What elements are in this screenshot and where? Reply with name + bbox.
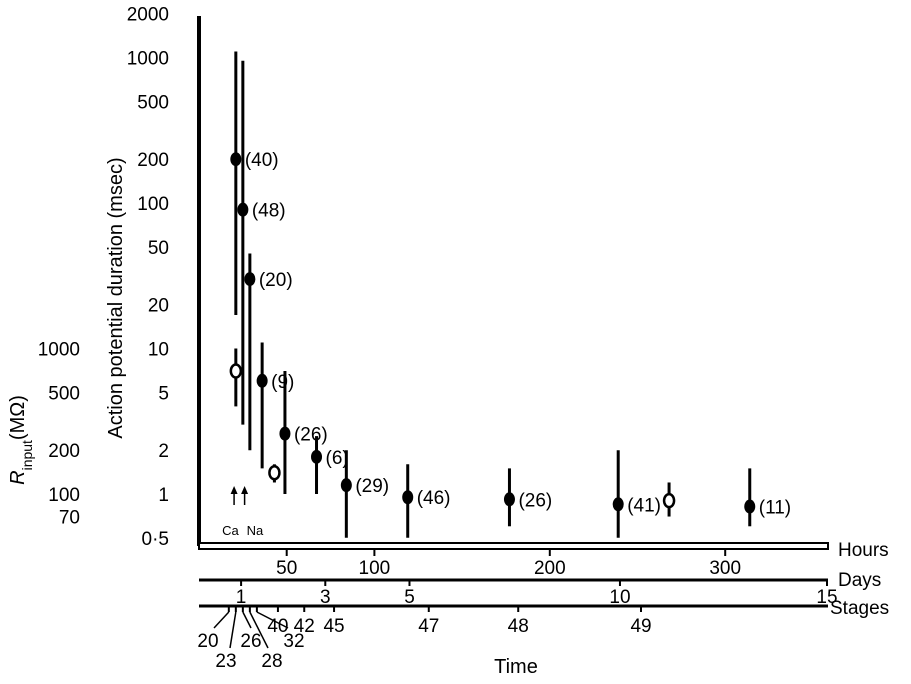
hours-scale-label: Hours — [838, 540, 889, 561]
sample-size-label: (26) — [518, 490, 552, 511]
data-point-filled — [503, 492, 515, 507]
days-tick-label: 3 — [320, 587, 331, 608]
y2-axis-title: Rinput(MΩ) — [7, 395, 35, 485]
annotation-arrow-head — [241, 486, 249, 494]
stage-tick-label: 45 — [323, 616, 344, 637]
annotation-label: Ca — [222, 523, 239, 538]
stage-tick-label: 47 — [418, 616, 439, 637]
stage-tick-label: 40 — [267, 616, 288, 637]
data-point-open — [662, 492, 676, 509]
data-point-filled — [744, 499, 756, 514]
sample-size-label: (41) — [627, 495, 661, 516]
stages-scale-label: Stages — [830, 598, 889, 619]
y-tick-label: 10 — [148, 340, 169, 361]
sample-size-label: (48) — [252, 201, 286, 222]
sample-size-label: (46) — [417, 488, 451, 509]
data-point-filled — [612, 497, 624, 512]
y-tick-labels: 2000 1000 500 200 100 50 20 10 5 2 1 0·5 — [127, 5, 169, 550]
hours-tick-label: 50 — [276, 558, 297, 579]
y-tick-label: 1000 — [127, 49, 169, 70]
data-point-filled — [237, 202, 249, 217]
stage-tick-label: 48 — [508, 616, 529, 637]
data-point-filled — [230, 152, 242, 167]
hours-scale: 50 100 200 300 Hours — [198, 540, 889, 579]
sample-size-label: (29) — [355, 476, 389, 497]
days-scale: 1 3 5 10 15 Days — [199, 570, 881, 608]
hours-scale-bar — [198, 542, 829, 550]
y2-tick-label: 500 — [48, 383, 80, 404]
data-point-open — [268, 464, 281, 481]
sample-size-label: (20) — [259, 270, 293, 291]
days-tick-label: 1 — [236, 587, 247, 608]
y-axis-title: Action potential duration (msec) — [105, 157, 127, 438]
y2-tick-label: 70 — [59, 508, 80, 529]
annotation-label: Na — [247, 523, 264, 538]
sample-size-label: (11) — [759, 498, 791, 519]
stage-leader-line — [249, 611, 269, 649]
hours-tick-label: 100 — [359, 558, 391, 579]
data-point-open — [229, 363, 243, 379]
data-point-filled — [279, 426, 291, 441]
stage-tick-label: 32 — [283, 631, 304, 652]
y2-tick-label: 200 — [48, 441, 80, 462]
stage-tick-label: 20 — [197, 631, 218, 652]
hours-tick-label: 300 — [709, 558, 741, 579]
data-point-filled — [244, 272, 256, 287]
y-tick-label: 200 — [137, 150, 169, 171]
y-tick-label: 50 — [148, 238, 169, 259]
days-scale-label: Days — [838, 570, 881, 591]
days-tick-label: 10 — [609, 587, 630, 608]
stage-tick-label: 49 — [630, 616, 651, 637]
y2-tick-label: 1000 — [38, 340, 80, 361]
annotation-arrow-head — [230, 486, 238, 494]
data-point-filled — [402, 490, 414, 505]
y-tick-label: 100 — [137, 194, 169, 215]
stage-leader-line — [242, 611, 252, 629]
sample-size-label: (26) — [294, 425, 328, 446]
stage-leader-line — [213, 611, 230, 629]
data-point-filled — [311, 449, 323, 464]
y-tick-label: 2 — [158, 441, 169, 462]
sample-size-label: (40) — [245, 150, 279, 171]
stage-tick-label: 23 — [215, 651, 236, 672]
stage-leader-line — [229, 611, 237, 649]
days-tick-label: 15 — [816, 587, 837, 608]
x-axis-title: Time — [494, 656, 538, 678]
stage-tick-label: 28 — [261, 651, 282, 672]
stage-tick-label: 42 — [294, 616, 315, 637]
stage-leader-line — [256, 611, 289, 629]
stage-tick-label: 26 — [240, 631, 261, 652]
data-point-filled — [340, 478, 352, 493]
y-tick-label: 5 — [158, 383, 169, 404]
y2-tick-label: 100 — [48, 485, 80, 506]
sample-size-label: (6) — [326, 448, 349, 469]
hours-tick-label: 200 — [534, 558, 566, 579]
sample-size-label: (9) — [271, 372, 294, 393]
y-tick-label: 1 — [158, 485, 169, 506]
y-tick-label: 0·5 — [142, 529, 169, 550]
y-tick-label: 500 — [137, 92, 169, 113]
annotations: Ca Na — [222, 486, 264, 538]
y-tick-label: 2000 — [127, 5, 169, 26]
y-tick-label: 20 — [148, 296, 169, 317]
data-point-filled — [256, 373, 268, 388]
days-tick-label: 5 — [404, 587, 415, 608]
data-points: (40)(48)(20)(9)(26)(6)(29)(46) (26) (41) (1… — [229, 51, 791, 538]
